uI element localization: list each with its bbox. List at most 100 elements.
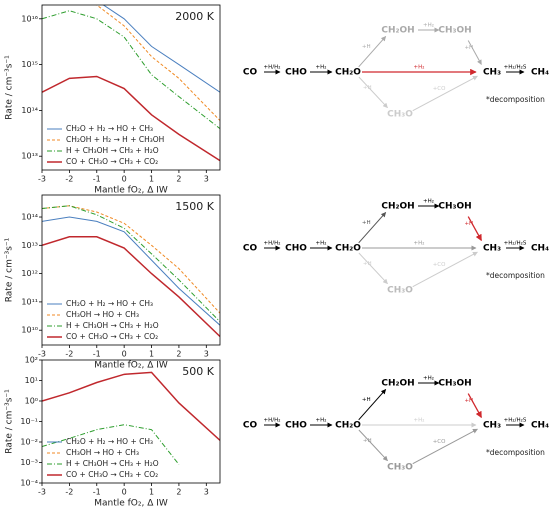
- x-tick-label: -1: [93, 175, 101, 184]
- y-tick-label: 10⁰: [25, 397, 38, 406]
- species-node: CH₄: [531, 68, 549, 78]
- species-node: CH₃O: [387, 463, 413, 473]
- y-tick-label: 10¹⁴: [21, 213, 38, 222]
- species-node: CH₃O: [387, 110, 413, 120]
- species-node: CH₃OH: [438, 202, 471, 212]
- legend-label: CO + CH₃O → CH₃ + CO₂: [66, 157, 158, 166]
- axes-frame: [41, 194, 221, 346]
- x-tick-label: 2: [176, 350, 181, 359]
- series-line: [42, 216, 220, 326]
- legend-label: CO + CH₃O → CH₃ + CO₂: [66, 332, 158, 341]
- edge-label: +H: [464, 45, 473, 51]
- reaction-arrow: [358, 429, 388, 462]
- y-tick-label: 10⁻³: [20, 458, 38, 467]
- edge-label: +H/H₂: [264, 418, 281, 424]
- edge-label: +CO: [433, 86, 446, 92]
- plot-area: [42, 205, 220, 338]
- x-axis-label: Mantle fO₂, Δ IW: [94, 361, 168, 371]
- y-tick-label: 10¹²: [21, 269, 38, 278]
- axes-frame: [41, 359, 221, 484]
- reaction-arrow: [412, 75, 478, 112]
- species-node: CH₃OH: [438, 26, 471, 36]
- legend-label: H + CH₃OH → CH₃ + H₂O: [66, 321, 159, 330]
- legend-label: CO + CH₃O → CH₃ + CO₂: [66, 470, 158, 479]
- edge-label: +CO: [433, 262, 446, 268]
- edge-label: +CO: [433, 439, 446, 445]
- species-node: CH₂O: [335, 244, 361, 254]
- series-line: [42, 205, 220, 314]
- x-tick-label: -2: [65, 488, 73, 497]
- series-line: [42, 10, 220, 130]
- reaction-arrow: [412, 428, 478, 465]
- series-line: [42, 205, 220, 323]
- edge-label: +H₂: [316, 418, 327, 424]
- species-node: CH₄: [531, 244, 549, 254]
- reaction-arrow: [467, 40, 482, 65]
- edge-label: +H₂/H₂S: [504, 65, 527, 71]
- y-tick-label: 10¹⁴: [21, 106, 38, 115]
- x-tick-label: 3: [204, 175, 209, 184]
- legend-label: CH₃OH → HO + CH₃: [66, 448, 139, 457]
- chart-title: 500 K: [182, 365, 214, 378]
- reaction-arrow: [358, 389, 387, 421]
- edge-label: +H: [464, 221, 473, 227]
- species-node: CHO: [285, 244, 307, 254]
- species-node: CH₂OH: [381, 379, 414, 389]
- legend-label: CH₂O + H₂ → HO + CH₃: [66, 124, 153, 133]
- y-axis-label: Rate / cm⁻³s⁻¹: [5, 389, 15, 454]
- x-tick-label: -1: [93, 350, 101, 359]
- note: *decomposition: [486, 95, 545, 104]
- edge-label: +H₂: [423, 199, 434, 205]
- series-line: [42, 5, 220, 93]
- species-node: CH₃: [483, 244, 501, 254]
- note: *decomposition: [486, 271, 545, 280]
- species-node: CH₄: [531, 421, 549, 431]
- x-tick-label: 1: [149, 350, 154, 359]
- species-node: CH₂O: [335, 421, 361, 431]
- edge-label: +H₂: [316, 65, 327, 71]
- y-tick-label: 10⁻²: [20, 438, 38, 447]
- x-tick-label: -1: [93, 488, 101, 497]
- x-tick-label: 1: [149, 175, 154, 184]
- legend-label: CH₂O + H₂ → HO + CH₃: [66, 437, 153, 446]
- species-node: CH₃OH: [438, 379, 471, 389]
- edge-label: +H₂: [414, 65, 425, 71]
- edge-label: +H/H₂: [264, 65, 281, 71]
- y-tick-label: 10¹⁰: [21, 326, 38, 335]
- reaction-arrow: [358, 212, 387, 244]
- species-node: CO: [243, 244, 258, 254]
- x-tick-label: -3: [38, 350, 46, 359]
- series-line: [42, 236, 220, 338]
- edge-label: +H₂: [414, 418, 425, 424]
- edge-label: +H₂: [316, 241, 327, 247]
- edge-label: +H: [363, 261, 372, 267]
- species-node: CO: [243, 421, 258, 431]
- y-axis-label: Rate / cm⁻³s⁻¹: [5, 55, 15, 120]
- reaction-arrow: [412, 251, 478, 288]
- x-axis-label: Mantle fO₂, Δ IW: [94, 186, 168, 196]
- x-tick-label: -2: [65, 350, 73, 359]
- species-node: CH₂OH: [381, 202, 414, 212]
- x-tick-label: 3: [204, 488, 209, 497]
- x-tick-label: -3: [38, 488, 46, 497]
- reaction-arrow: [358, 76, 388, 109]
- series-line: [42, 371, 220, 441]
- series-line: [42, 75, 220, 162]
- series-line: [95, 5, 220, 121]
- plot-area: [42, 5, 220, 162]
- edge-label: +H: [363, 85, 372, 91]
- y-tick-label: 10¹³: [21, 152, 38, 161]
- edge-label: +H₂: [423, 376, 434, 382]
- edge-label: +H: [362, 397, 371, 403]
- reaction-arrow: [467, 216, 482, 242]
- y-tick-label: 10¹³: [21, 241, 38, 250]
- series-line: [42, 424, 180, 465]
- y-tick-label: 10⁻¹: [20, 417, 38, 426]
- edge-label: +H₂: [414, 241, 425, 247]
- x-tick-label: 2: [176, 175, 181, 184]
- y-tick-label: 10¹⁵: [21, 60, 38, 69]
- species-node: CH₃O: [387, 286, 413, 296]
- y-tick-label: 10¹: [25, 376, 38, 385]
- species-node: CHO: [285, 68, 307, 78]
